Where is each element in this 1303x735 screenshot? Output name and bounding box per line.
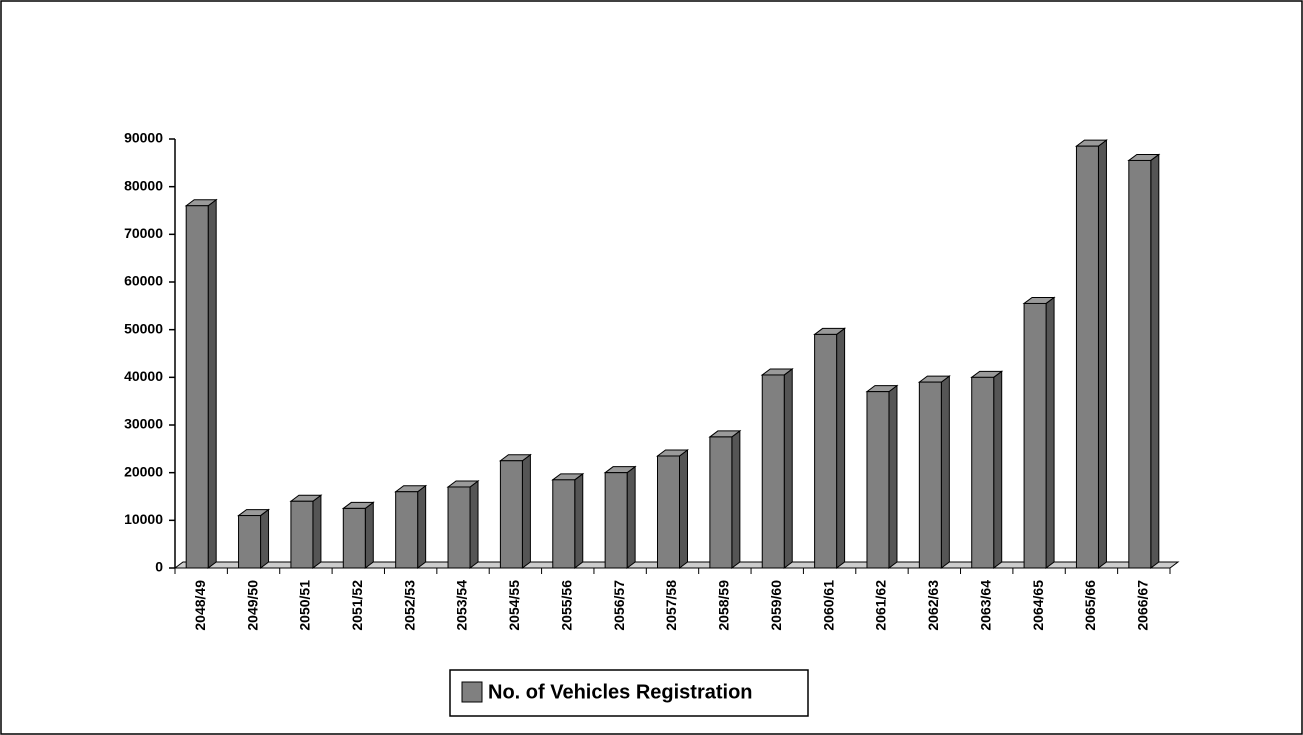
bar (342, 507, 366, 569)
bar-side (469, 479, 479, 569)
x-tick-label: 2060/61 (820, 580, 836, 631)
bar (971, 376, 995, 569)
bar-side (521, 453, 531, 569)
x-tick-label: 2053/54 (454, 580, 470, 631)
bar-side (993, 370, 1003, 569)
bar (552, 479, 576, 569)
bar-side (417, 484, 427, 569)
x-tick-label: 2056/57 (611, 580, 627, 631)
bar-side (574, 472, 584, 569)
bar (1075, 145, 1099, 569)
bar (814, 333, 838, 569)
x-tick-label: 2062/63 (925, 580, 941, 631)
bar-side (940, 375, 950, 569)
bar (657, 455, 680, 569)
bar (395, 491, 419, 569)
bar (604, 472, 628, 569)
x-tick-label: 2051/52 (349, 580, 365, 631)
x-tick-label: 2066/67 (1135, 580, 1151, 631)
bar-side (731, 429, 741, 569)
y-tick-label: 40000 (124, 368, 163, 384)
bar-side (312, 494, 322, 569)
y-tick-label: 90000 (124, 130, 163, 146)
bar-side (888, 384, 898, 569)
x-tick-label: 2054/55 (506, 580, 522, 631)
x-tick-label: 2050/51 (297, 580, 313, 631)
bar (866, 391, 890, 569)
y-tick-label: 20000 (124, 463, 163, 479)
x-tick-label: 2052/53 (401, 580, 417, 631)
x-tick-label: 2057/58 (663, 580, 679, 631)
bar-side (836, 327, 846, 569)
bar (238, 515, 262, 569)
bar (1023, 302, 1047, 569)
y-tick-label: 0 (155, 559, 163, 575)
y-tick-label: 80000 (124, 177, 163, 193)
x-tick-label: 2048/49 (192, 580, 208, 631)
x-tick-label: 2063/64 (977, 580, 993, 631)
legend (449, 669, 809, 717)
bar-side (679, 448, 688, 569)
y-tick-label: 10000 (124, 511, 163, 527)
bar (1128, 159, 1152, 569)
legend-swatch (461, 681, 483, 703)
bar-side (1045, 296, 1055, 569)
y-tick-label: 50000 (124, 320, 163, 336)
bar (918, 381, 942, 569)
y-tick-label: 30000 (124, 416, 163, 432)
bar-side (783, 367, 793, 569)
bar (499, 460, 523, 569)
legend-label: No. of Vehicles Registration (488, 681, 753, 703)
bar-side (1097, 139, 1107, 569)
x-tick-label: 2049/50 (244, 580, 260, 631)
bar-side (260, 508, 270, 569)
bar-side (207, 198, 217, 569)
bar-side (626, 465, 636, 569)
y-tick-label: 70000 (124, 225, 163, 241)
bar (761, 374, 785, 569)
bar-side (1150, 153, 1160, 569)
x-tick-label: 2061/62 (873, 580, 889, 631)
bar (185, 205, 209, 569)
x-tick-label: 2055/56 (558, 580, 574, 631)
x-tick-label: 2059/60 (768, 580, 784, 631)
bar (447, 486, 471, 569)
bar (290, 500, 314, 569)
bar (709, 436, 733, 569)
y-tick-label: 60000 (124, 273, 163, 289)
x-tick-label: 2064/65 (1030, 580, 1046, 631)
bar-side (364, 501, 374, 569)
x-tick-label: 2065/66 (1082, 580, 1098, 631)
x-tick-label: 2058/59 (716, 580, 732, 631)
